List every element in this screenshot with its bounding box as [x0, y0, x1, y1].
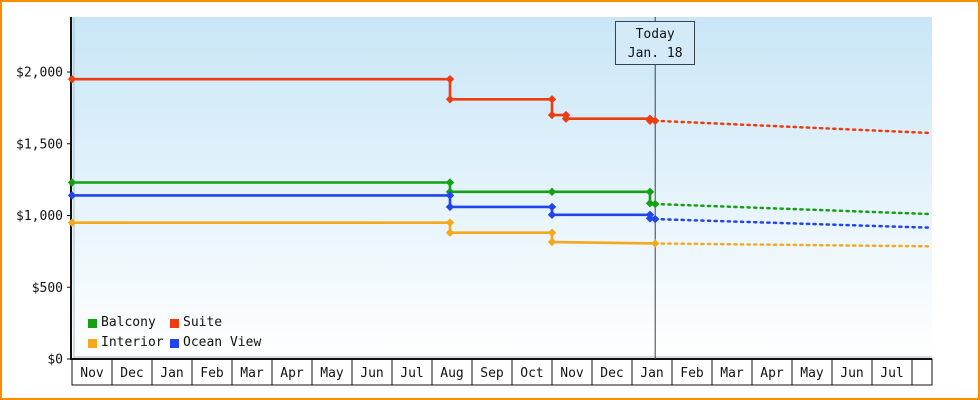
legend-swatch-balcony: [88, 318, 97, 328]
month-label: Mar: [720, 366, 744, 381]
data-point-suite: [67, 74, 77, 84]
today-marker: Today Jan. 18: [615, 21, 696, 65]
data-point-interior: [547, 237, 557, 247]
month-cell: [791, 358, 833, 386]
data-point-balcony: [445, 178, 455, 187]
data-point-interior: [547, 228, 557, 237]
data-point-ocean-view: [547, 202, 557, 212]
plot-background: [72, 17, 932, 359]
data-point-interior: [445, 228, 455, 237]
y-axis-label: $500: [32, 281, 63, 296]
legend-item-ocean-view: Ocean View: [170, 333, 261, 353]
month-label: Jun: [360, 366, 383, 381]
data-point-suite: [547, 110, 557, 120]
month-cell: [191, 358, 233, 386]
legend-item-balcony: Balcony: [88, 313, 170, 333]
month-cell: [831, 358, 873, 386]
month-label: May: [320, 366, 344, 381]
data-point-interior: [67, 218, 77, 227]
month-cell: [111, 358, 153, 386]
data-point-balcony: [67, 178, 77, 187]
legend-label-interior: Interior: [101, 335, 164, 350]
data-point-balcony: [651, 199, 660, 209]
month-cell: [551, 358, 593, 386]
series-forecast-balcony: [653, 202, 932, 216]
today-label: Today: [635, 27, 675, 42]
series-forecast-ocean-view: [653, 217, 932, 229]
month-cell: [431, 358, 473, 386]
series-forecast-interior: [653, 242, 932, 248]
month-label: Jan: [640, 366, 663, 381]
month-label: Jul: [880, 366, 903, 381]
legend-label-ocean-view: Ocean View: [183, 335, 262, 350]
data-point-interior: [445, 218, 455, 227]
y-axis-label: $2,000: [16, 66, 63, 81]
month-label: Jul: [400, 366, 423, 381]
data-point-ocean-view: [445, 202, 455, 212]
month-label: Jan: [160, 366, 183, 381]
legend-item-suite: Suite: [170, 313, 261, 333]
data-point-suite: [547, 95, 557, 104]
data-point-ocean-view: [547, 210, 557, 219]
month-cell: [471, 358, 513, 386]
month-label: May: [800, 366, 824, 381]
series-line-interior: [72, 221, 656, 245]
legend-item-interior: Interior: [88, 333, 170, 353]
y-axis-label: $1,000: [16, 209, 63, 224]
data-point-balcony: [645, 199, 655, 208]
month-label: Feb: [680, 366, 704, 381]
month-label: Apr: [760, 366, 784, 381]
data-point-suite: [561, 114, 571, 123]
chart-legend: Balcony Suite Interior Ocean View: [88, 313, 261, 353]
data-point-balcony: [547, 187, 557, 197]
data-point-ocean-view: [651, 214, 660, 224]
y-axis-label: $0: [47, 353, 63, 368]
month-cell: [751, 358, 793, 386]
month-cell: [631, 358, 673, 386]
data-point-ocean-view: [445, 191, 455, 200]
y-axis-label: $1,500: [16, 137, 63, 152]
month-label: Oct: [520, 366, 543, 381]
data-point-balcony: [645, 187, 655, 197]
month-cell: [151, 358, 193, 386]
month-cell: [511, 358, 553, 386]
data-point-interior: [651, 239, 660, 248]
legend-label-balcony: Balcony: [101, 315, 156, 330]
month-cell-empty: [911, 358, 933, 386]
data-point-ocean-view: [67, 191, 77, 200]
today-date: Jan. 18: [627, 46, 683, 61]
data-point-ocean-view: [645, 214, 655, 223]
legend-label-suite: Suite: [183, 315, 223, 330]
data-point-suite: [445, 74, 455, 84]
month-label: Feb: [200, 366, 224, 381]
data-point-suite: [651, 116, 660, 125]
month-label: Nov: [80, 366, 104, 381]
month-label: Mar: [240, 366, 264, 381]
month-cell: [311, 358, 353, 386]
series-forecast-suite: [653, 119, 932, 135]
month-label: Sep: [480, 366, 504, 381]
legend-swatch-ocean-view: [170, 338, 179, 348]
month-label: Jun: [840, 366, 863, 381]
month-label: Apr: [280, 366, 304, 381]
legend-swatch-suite: [170, 318, 179, 328]
data-point-suite: [445, 95, 455, 104]
month-cell: [591, 358, 633, 386]
legend-swatch-interior: [88, 338, 97, 348]
data-point-suite: [645, 116, 655, 125]
month-cell: [711, 358, 753, 386]
month-label: Aug: [440, 366, 463, 381]
month-label: Nov: [560, 366, 584, 381]
month-label: Dec: [600, 366, 623, 381]
month-label: Dec: [120, 366, 143, 381]
